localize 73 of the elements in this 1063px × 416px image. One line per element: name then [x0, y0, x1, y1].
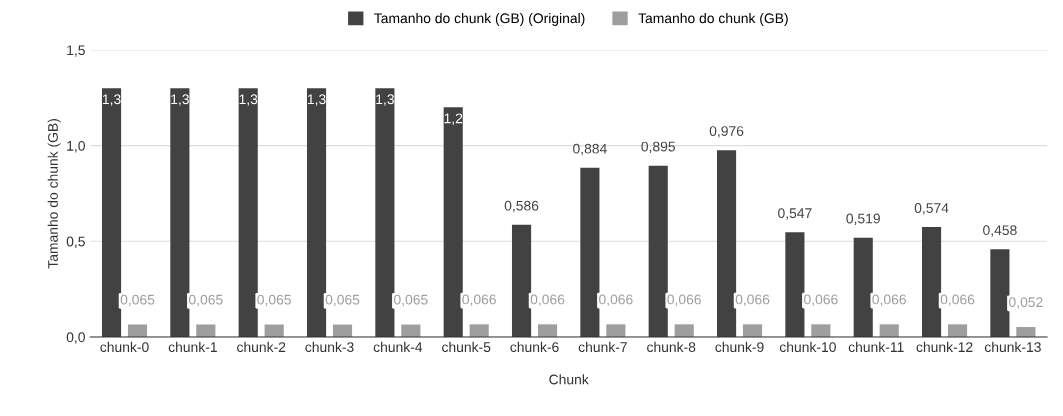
x-tick-label: chunk-3	[305, 341, 354, 353]
data-label: 0,066	[735, 294, 770, 306]
bar	[811, 324, 831, 337]
data-label: 0,574	[914, 203, 949, 215]
data-label: 1,3	[102, 94, 121, 106]
x-tick-label: chunk-9	[715, 341, 764, 353]
data-label: 1,3	[239, 94, 258, 106]
x-tick-label: chunk-8	[647, 341, 696, 353]
y-tick-label: 1,5	[67, 45, 85, 57]
legend-label: Tamanho do chunk (GB) (Original)	[374, 12, 585, 26]
data-label: 0,065	[257, 294, 291, 307]
data-label: 0,066	[599, 294, 633, 306]
data-label: 0,065	[394, 294, 428, 307]
data-label: 1,3	[376, 94, 394, 106]
bar	[879, 324, 899, 337]
data-label: 0,547	[778, 208, 812, 220]
bar	[648, 165, 668, 337]
bar	[101, 88, 122, 337]
x-tick-label: chunk-1	[168, 341, 217, 353]
bar	[580, 167, 600, 337]
bar	[238, 88, 258, 337]
bar	[990, 249, 1010, 337]
data-label: 0,884	[573, 143, 607, 156]
data-label: 0,066	[530, 294, 565, 306]
bar	[443, 107, 463, 337]
x-tick-label: chunk-7	[578, 341, 627, 353]
x-tick-label: chunk-0	[100, 341, 149, 353]
x-tick-label: chunk-2	[237, 341, 286, 353]
bar	[742, 324, 763, 337]
y-tick-label: 0,0	[66, 332, 85, 344]
data-label: 0,976	[709, 126, 744, 138]
data-label: 0,066	[940, 294, 975, 306]
data-label: 0,519	[846, 213, 880, 226]
x-tick-label: chunk-6	[510, 341, 559, 353]
data-label: 0,066	[804, 294, 838, 306]
data-label: 0,052	[1009, 297, 1043, 309]
x-axis-title: Chunk	[549, 374, 589, 385]
bar	[469, 324, 489, 337]
bar	[922, 227, 942, 337]
y-axis-title: Tamanho do chunk (GB)	[47, 119, 61, 269]
data-label: 0,066	[462, 294, 496, 306]
legend-label: Tamanho do chunk (GB)	[638, 12, 788, 26]
x-tick-label: chunk-12	[916, 341, 973, 353]
bar	[716, 150, 737, 337]
data-label: 0,066	[872, 294, 906, 306]
x-tick-label: chunk-5	[442, 341, 491, 353]
bar	[537, 324, 558, 337]
data-label: 0,895	[641, 141, 676, 154]
bar	[1016, 327, 1036, 337]
data-label: 1,3	[171, 94, 189, 106]
data-label: 1,2	[444, 113, 463, 125]
y-tick-label: 1,0	[67, 140, 85, 153]
bar	[947, 324, 968, 337]
bar	[375, 88, 395, 337]
x-tick-label: chunk-10	[779, 341, 836, 353]
data-label: 0,458	[983, 225, 1017, 237]
bar	[511, 224, 532, 337]
bar	[170, 88, 190, 337]
bar	[853, 237, 873, 337]
x-tick-label: chunk-11	[848, 341, 904, 353]
data-label: 0,066	[667, 294, 701, 306]
bar	[306, 88, 327, 337]
x-tick-label: chunk-13	[984, 341, 1041, 353]
x-tick-label: chunk-4	[373, 341, 423, 353]
data-label: 0,586	[504, 200, 539, 213]
bar	[674, 324, 694, 337]
y-tick-label: 0,5	[66, 236, 85, 249]
bar	[785, 232, 805, 337]
data-label: 0,065	[189, 294, 223, 307]
data-label: 0,065	[325, 294, 360, 307]
data-label: 1,3	[307, 94, 326, 106]
data-label: 0,065	[120, 294, 155, 307]
bar	[606, 324, 626, 337]
